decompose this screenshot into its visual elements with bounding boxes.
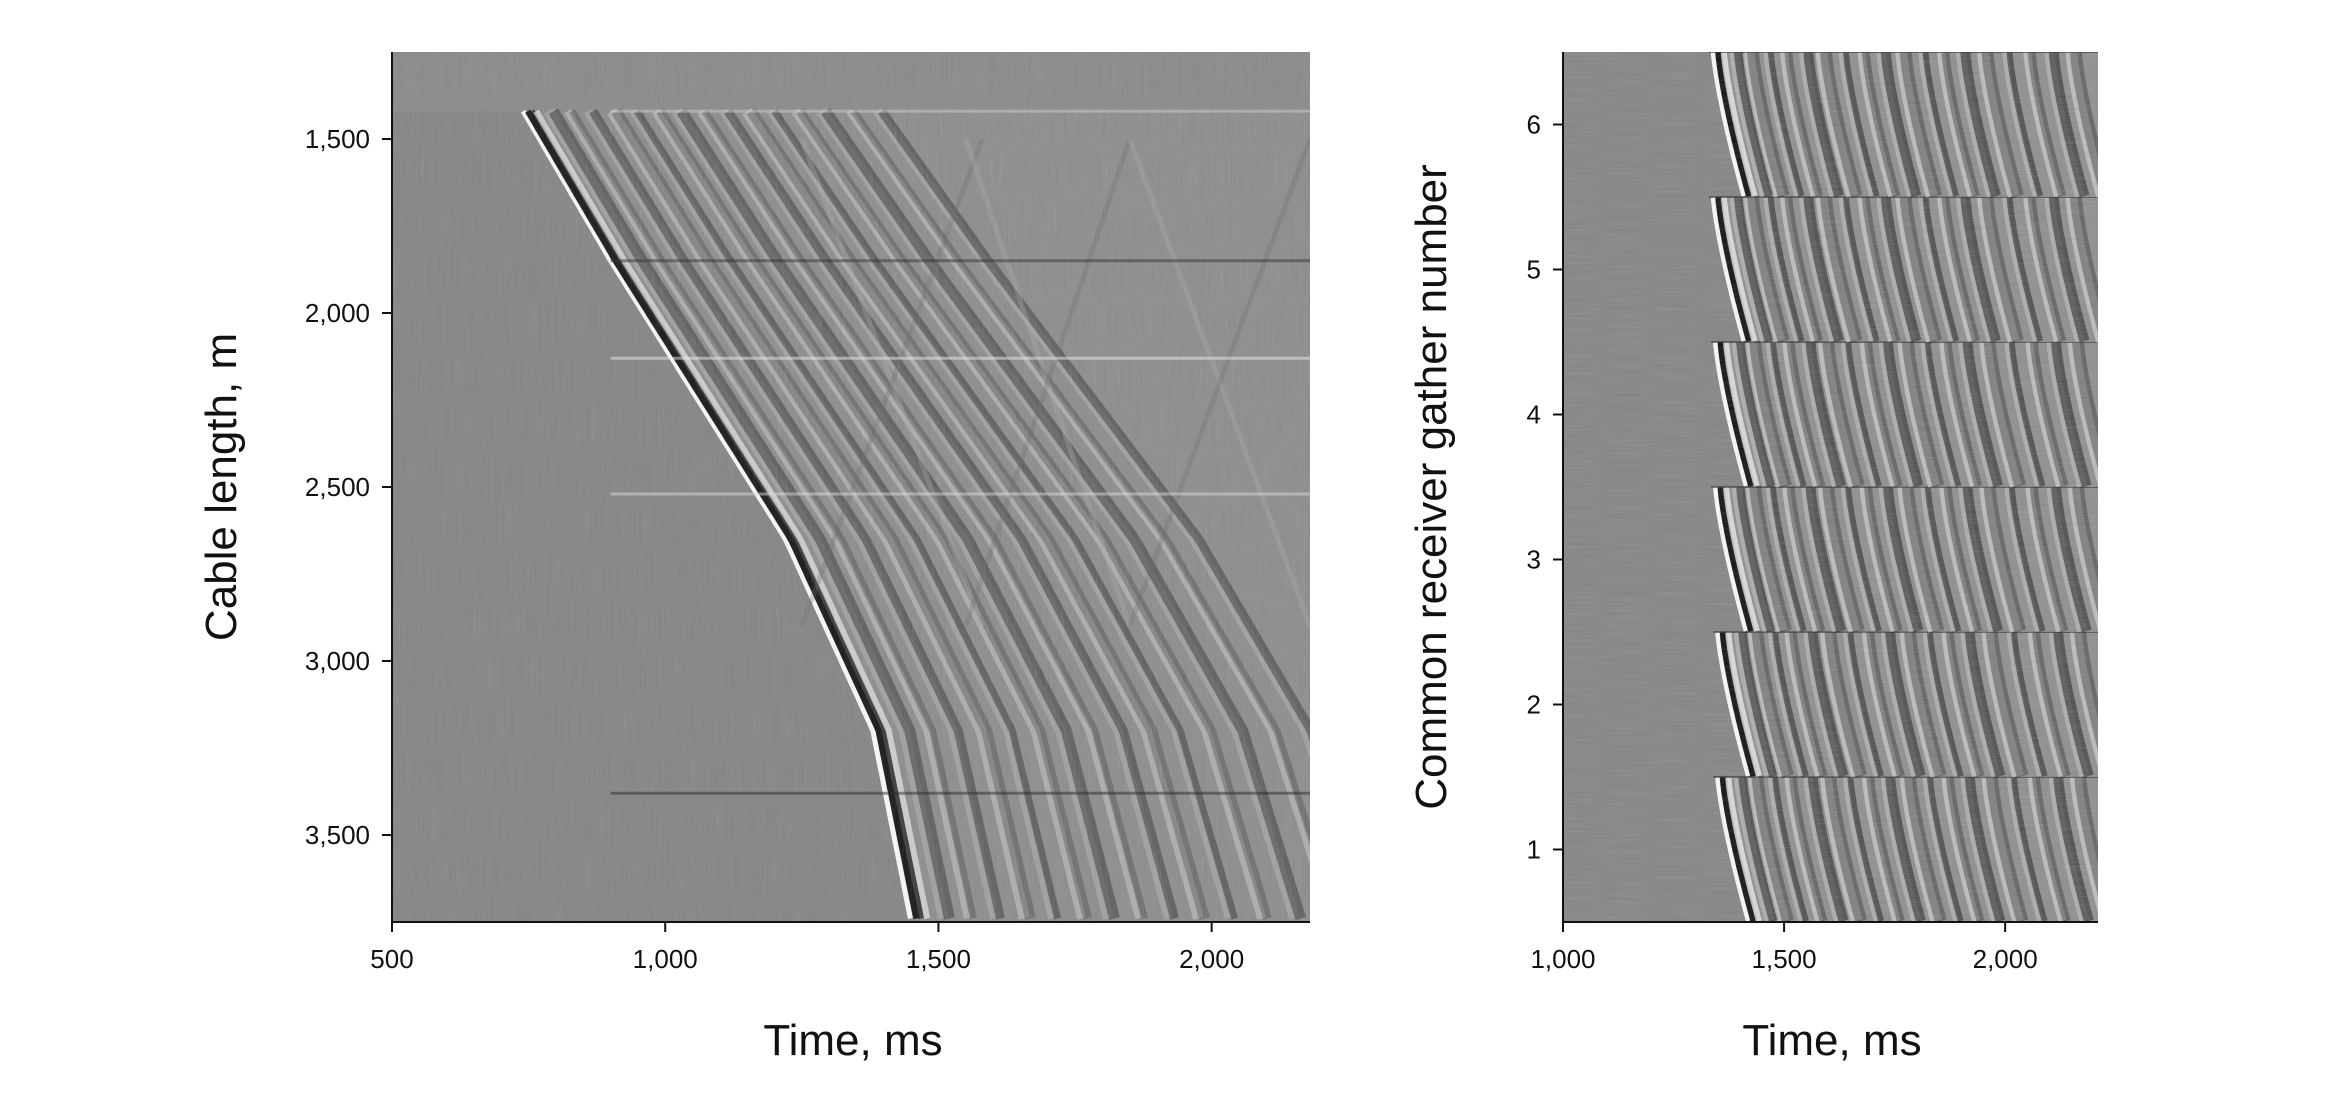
left-x-tick-label: 500	[370, 944, 413, 974]
right-x-axis-title: Time, ms	[1742, 1016, 1921, 1065]
right-y-tick-label: 5	[1527, 255, 1541, 285]
right-y-tick-label: 2	[1527, 690, 1541, 720]
right-y-axis-title: Common receiver gather number	[1407, 164, 1456, 810]
right-y-ticks: 1 2 3 4 5 6	[1527, 110, 1563, 865]
left-x-tick-label: 1,000	[633, 944, 698, 974]
left-y-tick-label: 2,500	[305, 472, 370, 502]
right-y-tick-label: 1	[1527, 835, 1541, 865]
left-panel-cable-length: 500 1,000 1,500 2,000 1,500 2,000 2,500 3,000 3…	[197, 52, 1310, 1065]
right-x-tick-label: 1,500	[1752, 944, 1817, 974]
left-x-axis-title: Time, ms	[763, 1016, 942, 1065]
left-x-tick-label: 1,500	[906, 944, 971, 974]
left-y-tick-label: 3,500	[305, 820, 370, 850]
right-y-tick-label: 6	[1527, 110, 1541, 140]
left-y-tick-label: 2,000	[305, 298, 370, 328]
left-x-tick-label: 2,000	[1179, 944, 1244, 974]
left-panel-noise-overlay	[392, 52, 1310, 922]
right-panel-noise-overlay	[1563, 52, 2098, 922]
left-y-ticks: 1,500 2,000 2,500 3,000 3,500	[305, 124, 392, 850]
right-panel-receiver-gathers: 1,000 1,500 2,000 1 2 3 4 5 6 Time, ms Common r…	[1407, 52, 2098, 1065]
right-y-tick-label: 3	[1527, 545, 1541, 575]
left-y-tick-label: 1,500	[305, 124, 370, 154]
left-y-tick-label: 3,000	[305, 646, 370, 676]
right-x-ticks: 1,000 1,500 2,000	[1530, 922, 2038, 974]
right-y-tick-label: 4	[1527, 400, 1541, 430]
right-x-tick-label: 1,000	[1530, 944, 1595, 974]
left-y-axis-title: Cable length, m	[197, 333, 246, 641]
left-x-ticks: 500 1,000 1,500 2,000	[370, 922, 1244, 974]
right-x-tick-label: 2,000	[1973, 944, 2038, 974]
